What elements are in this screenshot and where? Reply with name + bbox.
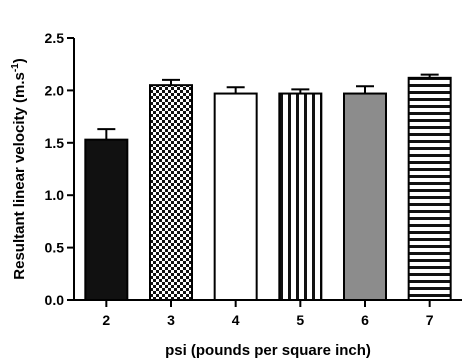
y-axis-label-close: )	[11, 58, 28, 63]
bar-2	[84, 138, 129, 301]
x-tick-label: 4	[232, 312, 240, 328]
y-tick-label: 0.0	[45, 292, 65, 308]
x-ticks: 2 3 4 5 6 7	[102, 300, 434, 328]
y-ticks: 0.0 0.5 1.0 1.5 2.0 2.5	[45, 30, 74, 308]
y-tick-label: 1.0	[45, 187, 65, 203]
x-tick-label: 3	[167, 312, 175, 328]
bar-4	[213, 92, 258, 301]
x-tick-label: 2	[102, 312, 110, 328]
y-axis-label-main: Resultant linear velocity (m.s	[11, 72, 28, 280]
y-tick-label: 2.5	[45, 30, 65, 46]
bars	[84, 73, 452, 301]
y-axis-label-superscript: -1	[10, 63, 21, 72]
y-axis-label: Resultant linear velocity (m.s-1)	[10, 58, 28, 279]
y-tick-label: 1.5	[45, 135, 65, 151]
x-tick-label: 6	[361, 312, 369, 328]
bar-7	[407, 76, 452, 301]
axes	[73, 38, 462, 301]
bar-5	[278, 92, 323, 301]
y-tick-label: 0.5	[45, 240, 65, 256]
y-tick-label: 2.0	[45, 82, 65, 98]
bar-6	[343, 92, 387, 301]
x-tick-label: 5	[296, 312, 304, 328]
bar-3	[149, 84, 193, 301]
x-tick-label: 7	[426, 312, 434, 328]
x-axis-label: psi (pounds per square inch)	[165, 342, 371, 359]
